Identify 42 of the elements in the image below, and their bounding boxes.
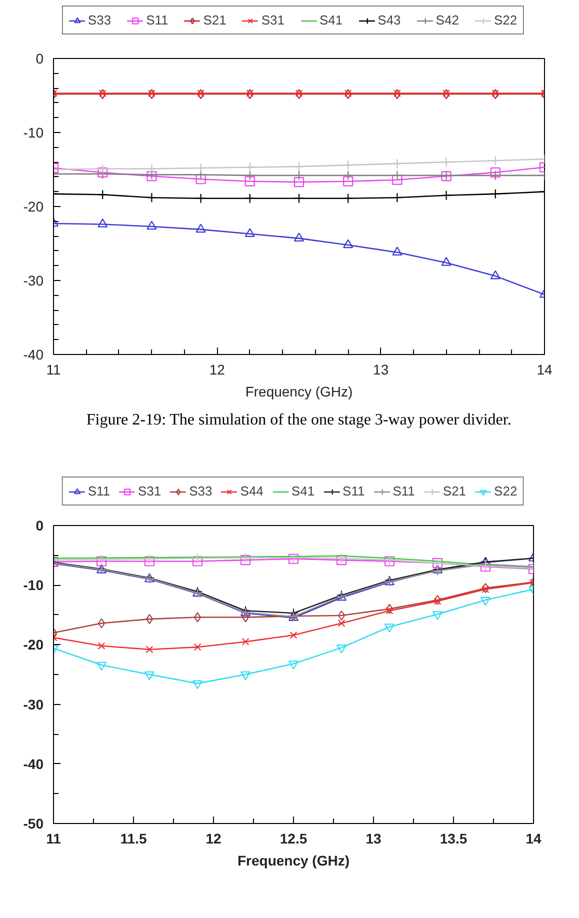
y-tick-label: -20 — [23, 636, 44, 653]
legend-label: S11 — [342, 484, 365, 498]
y-tick-label: -40 — [23, 346, 44, 362]
x-axis-title: Frequency (GHz) — [237, 852, 350, 868]
x-tick-label: 11 — [46, 830, 62, 846]
x-tick-label: 12.5 — [280, 830, 308, 846]
legend-label: S31 — [261, 12, 285, 28]
legend-label: S41 — [291, 484, 315, 498]
legend-label: S41 — [320, 12, 343, 28]
legend-label: S31 — [138, 484, 162, 498]
y-tick-label: 0 — [36, 50, 44, 66]
legend-label: S33 — [88, 12, 112, 28]
y-tick-label: -40 — [23, 756, 44, 772]
x-tick-label: 12 — [206, 830, 222, 846]
x-tick-label: 11 — [46, 362, 61, 378]
x-tick-label: 14 — [526, 830, 542, 846]
legend-label: S42 — [436, 12, 459, 28]
y-tick-label: -50 — [23, 816, 44, 832]
legend-label: S11 — [146, 12, 168, 28]
legend-label: S22 — [494, 12, 518, 28]
y-tick-label: -20 — [23, 198, 44, 214]
caption: Figure 2-19: The simulation of the one stage 3-way power divider. — [86, 412, 512, 428]
y-tick-label: -30 — [23, 272, 44, 288]
y-tick-label: -10 — [23, 124, 44, 140]
y-tick-label: 0 — [36, 518, 44, 534]
x-tick-label: 13.5 — [440, 830, 468, 846]
y-tick-label: -10 — [23, 577, 44, 594]
legend-label: S11 — [88, 484, 110, 498]
legend-label: S22 — [494, 484, 518, 498]
legend-label: S21 — [203, 12, 226, 28]
x-tick-label: 12 — [209, 362, 226, 378]
legend-label: S33 — [189, 484, 212, 498]
x-tick-label: 13 — [366, 830, 382, 846]
legend-label: S44 — [240, 484, 264, 498]
legend-label: S21 — [442, 484, 466, 498]
y-tick-label: -30 — [23, 696, 44, 712]
legend-label: S43 — [378, 12, 401, 28]
x-tick-label: 11.5 — [120, 830, 147, 846]
x-tick-label: 13 — [373, 362, 389, 378]
x-axis-title: Frequency (GHz) — [245, 384, 353, 400]
x-tick-label: 14 — [536, 362, 552, 378]
legend-label: S11 — [392, 484, 415, 498]
